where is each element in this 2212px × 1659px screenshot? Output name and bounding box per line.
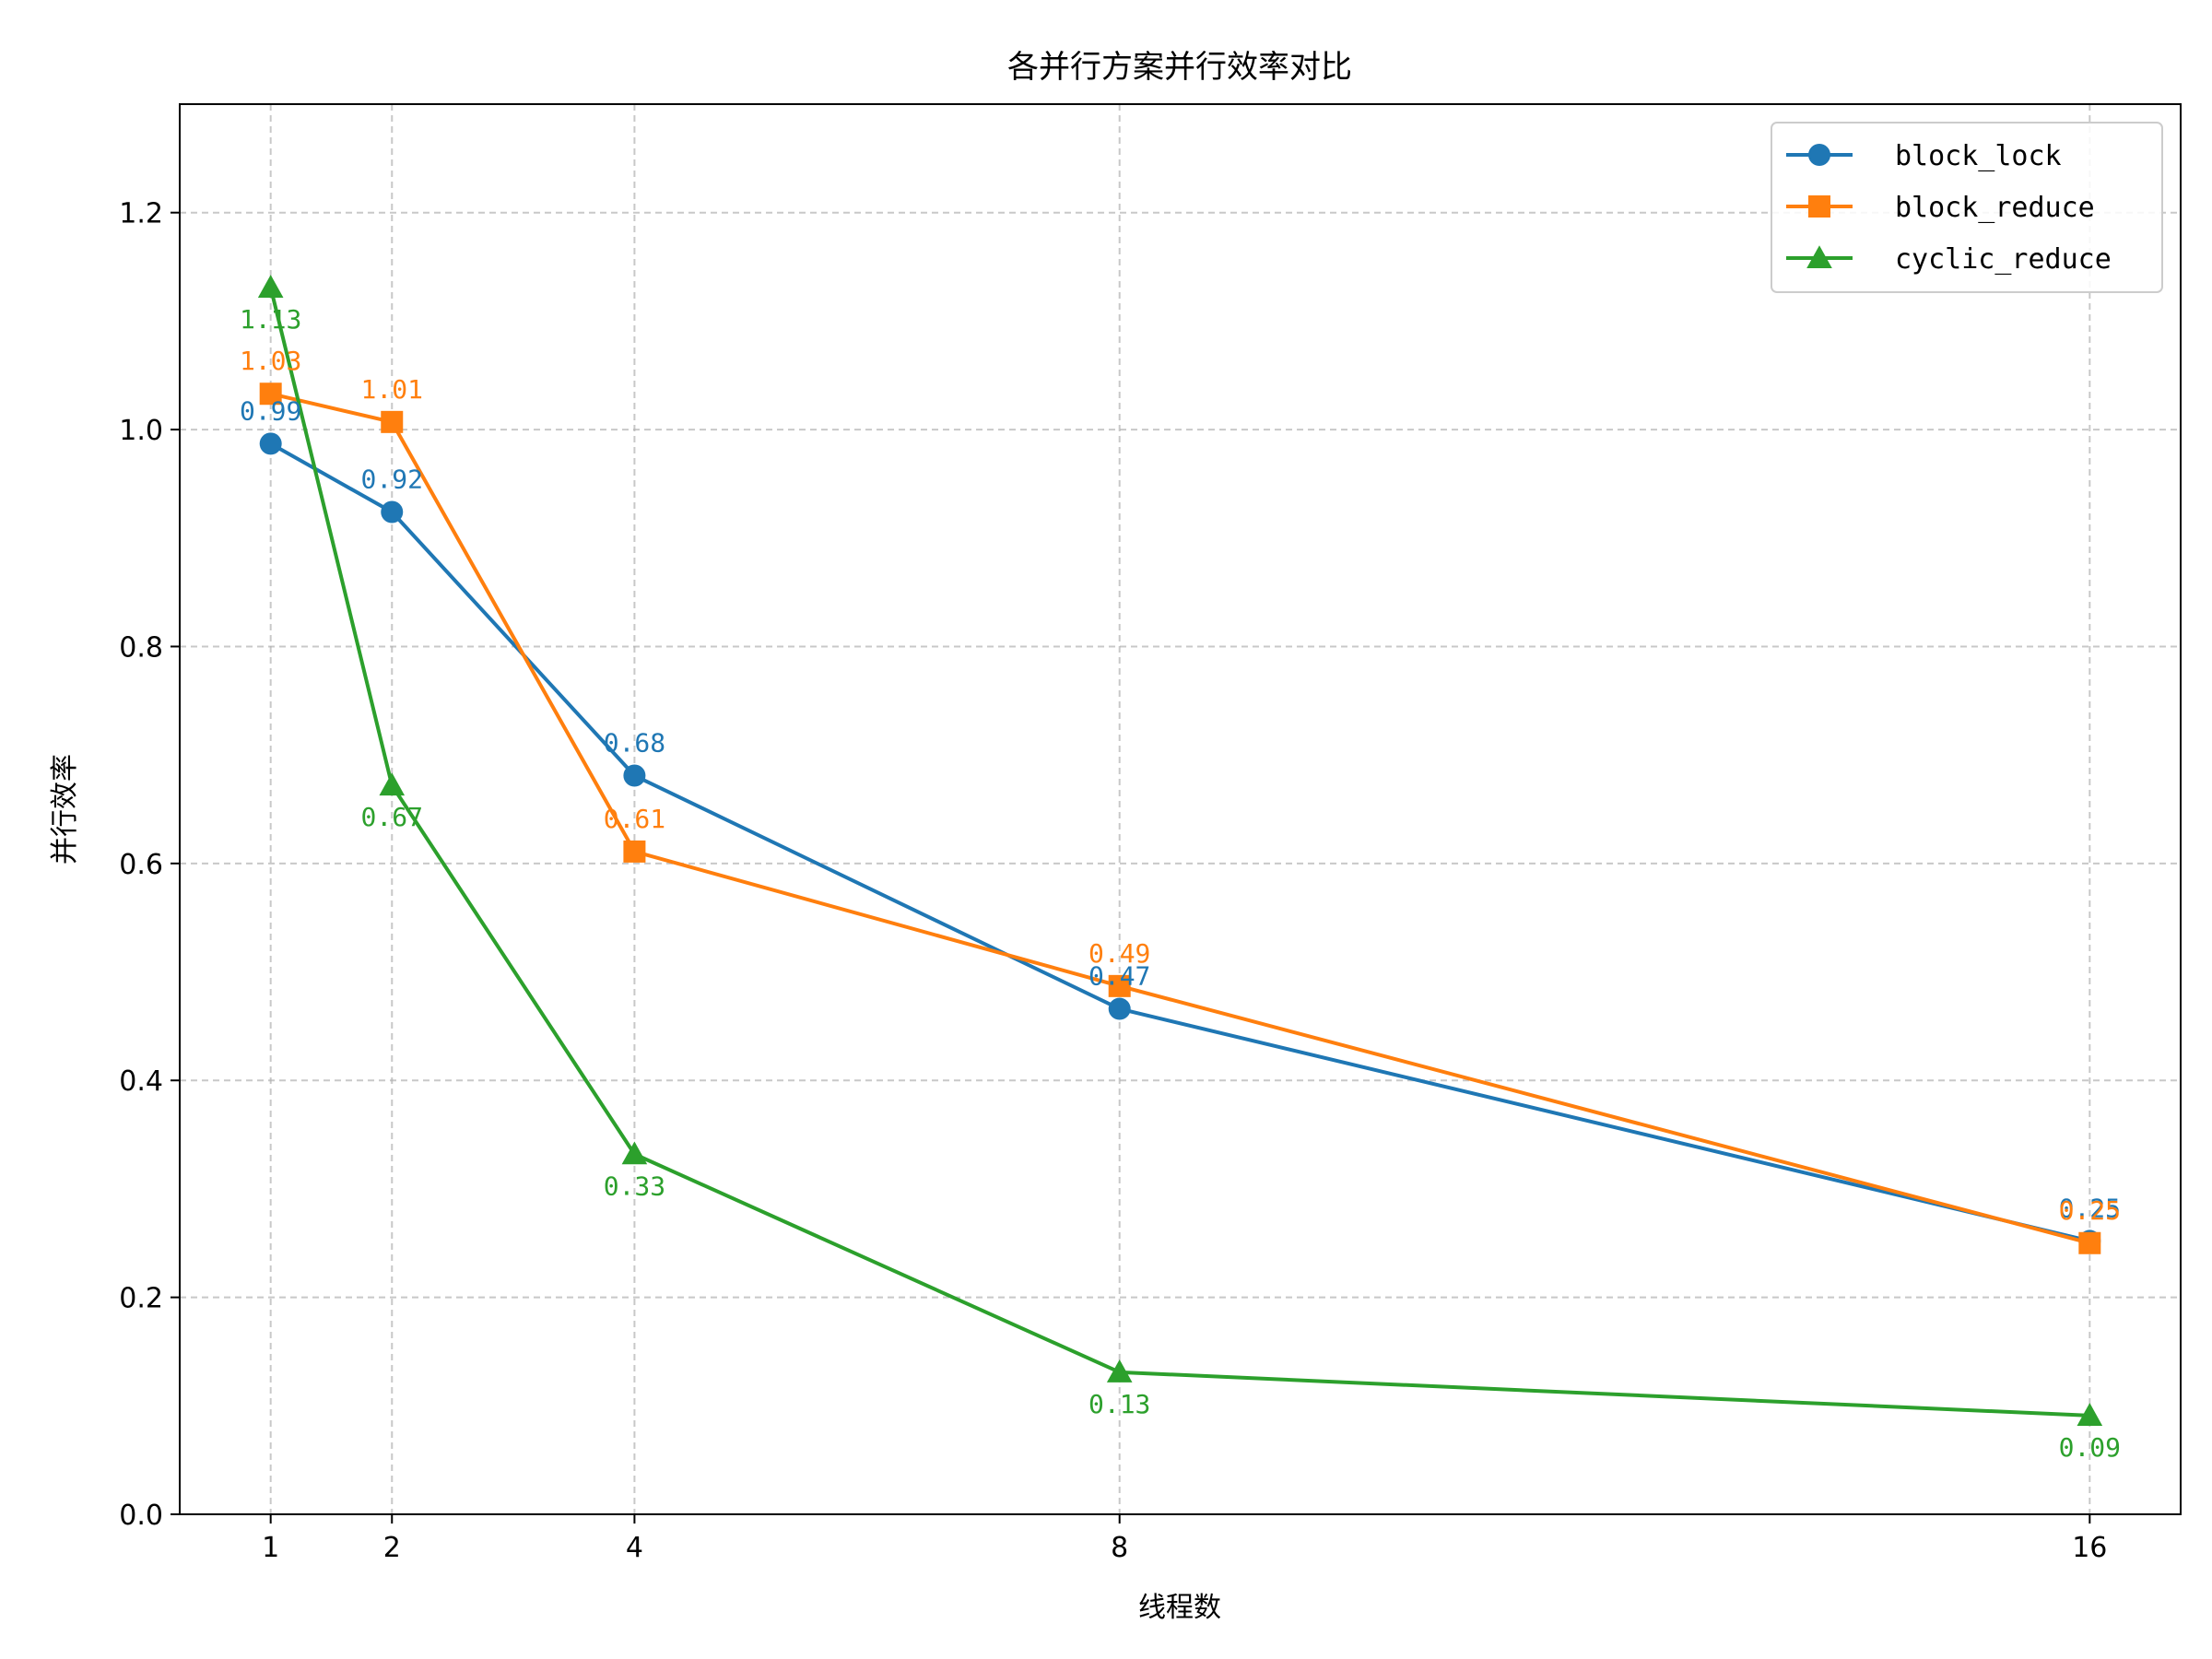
data-label-block_lock: 0.25 — [2059, 1193, 2121, 1223]
data-point-cyclic_reduce — [2077, 1403, 2103, 1426]
data-point-cyclic_reduce — [257, 275, 284, 298]
y-tick-label: 0.2 — [119, 1283, 163, 1315]
data-point-block_reduce — [2078, 1231, 2101, 1254]
y-tick-label: 1.0 — [119, 415, 163, 447]
data-point-block_reduce — [623, 840, 646, 863]
series-layer — [257, 275, 2103, 1426]
y-tick-label: 1.2 — [119, 198, 163, 230]
plot-frame — [179, 103, 2182, 1515]
series-block_lock — [259, 432, 2101, 1253]
legend-label-block_reduce: block_reduce — [1895, 192, 2095, 224]
x-axis-label: 线程数 — [1138, 1592, 1221, 1624]
data-point-cyclic_reduce — [621, 1141, 648, 1165]
legend-marker-block_lock — [1808, 144, 1830, 166]
legend-label-block_lock: block_lock — [1895, 140, 2062, 172]
data-point-block_lock — [623, 764, 646, 787]
x-tick-label: 8 — [1111, 1532, 1128, 1564]
data-label-cyclic_reduce: 0.13 — [1088, 1389, 1150, 1419]
y-axis-label: 并行效率 — [49, 754, 81, 865]
data-label-block_lock: 0.68 — [604, 728, 665, 759]
chart-title: 各并行方案并行效率对比 — [1007, 49, 1352, 86]
data-point-cyclic_reduce — [379, 772, 406, 796]
legend-label-cyclic_reduce: cyclic_reduce — [1895, 243, 2112, 276]
data-point-block_lock — [381, 500, 404, 524]
data-point-cyclic_reduce — [1106, 1359, 1133, 1382]
data-label-block_lock: 0.92 — [361, 465, 423, 495]
data-point-block_lock — [259, 432, 282, 455]
data-point-block_reduce — [259, 382, 282, 406]
y-tick-label: 0.8 — [119, 631, 163, 664]
data-label-block_lock: 0.99 — [240, 395, 301, 426]
data-label-block_lock: 0.47 — [1088, 961, 1150, 992]
y-tick-label: 0.4 — [119, 1065, 163, 1098]
x-tick-label: 2 — [383, 1532, 401, 1564]
data-label-block_reduce: 1.01 — [361, 374, 423, 405]
data-label-block_reduce: 0.49 — [1088, 938, 1150, 969]
data-label-block_reduce: 0.25 — [2059, 1195, 2121, 1226]
series-cyclic_reduce — [257, 275, 2103, 1426]
legend-box — [1771, 122, 2163, 293]
data-label-cyclic_reduce: 1.13 — [240, 304, 301, 335]
data-label-cyclic_reduce: 0.33 — [604, 1171, 665, 1201]
data-point-block_reduce — [1108, 974, 1131, 997]
data-labels: 0.990.920.680.470.251.031.010.610.490.25… — [240, 304, 2121, 1463]
x-tick-label: 4 — [626, 1532, 643, 1564]
legend-entries: block_lock block_reduce cyclic_reduce — [1786, 140, 2112, 276]
y-tick-label: 0.0 — [119, 1500, 163, 1532]
data-point-block_lock — [1108, 997, 1131, 1020]
data-label-block_reduce: 0.61 — [604, 804, 665, 834]
legend-marker-cyclic_reduce — [1806, 245, 1832, 269]
legend: block_lock block_reduce cyclic_reduce — [1771, 122, 2163, 293]
x-tick-label: 16 — [2072, 1532, 2107, 1564]
data-label-block_reduce: 1.03 — [240, 346, 301, 376]
x-tick-label: 1 — [262, 1532, 279, 1564]
axis-ticks: 1 2 4 8 16 0.0 0.2 0.4 0.6 0.8 1.0 1.2 — [119, 198, 2107, 1564]
data-label-cyclic_reduce: 0.67 — [361, 802, 423, 832]
data-point-block_reduce — [381, 410, 404, 433]
series-block_reduce — [259, 382, 2101, 1254]
legend-marker-block_reduce — [1808, 195, 1830, 218]
data-label-cyclic_reduce: 0.09 — [2059, 1432, 2121, 1463]
y-tick-label: 0.6 — [119, 849, 163, 881]
